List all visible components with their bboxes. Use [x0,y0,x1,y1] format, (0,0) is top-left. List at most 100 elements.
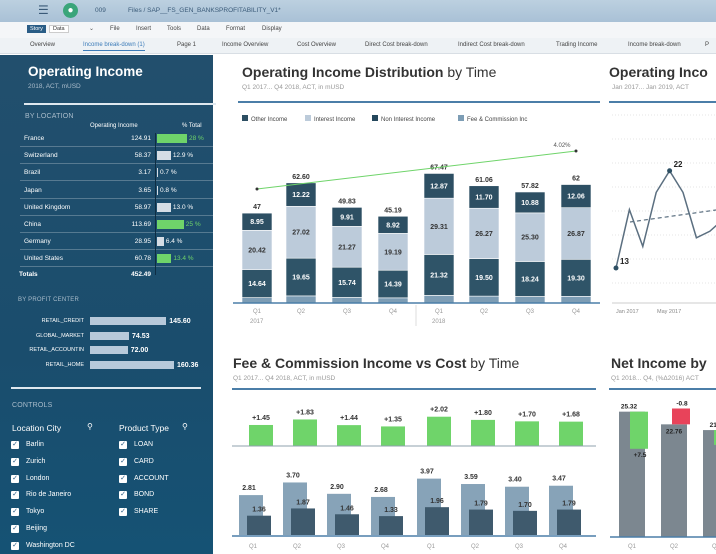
difference-bar [427,416,451,446]
breadcrumb[interactable]: Files / SAP__FS_GEN_BANKSPROFITABILITY_V… [128,7,281,14]
checkbox[interactable]: ✓ [11,541,19,550]
menu-format[interactable]: Format [226,26,246,32]
profit-center-bar [90,331,130,340]
cost-label: 1.79 [562,501,576,508]
difference-bar [515,421,539,446]
data-toggle[interactable]: Data [49,25,69,33]
tab-income-breakdown-1[interactable]: Income break-down (1) [83,42,145,51]
pct-label: 0.7 % [160,169,177,177]
segment-label: 14.39 [384,282,402,289]
segment-label: 15.74 [338,280,356,287]
search-icon[interactable]: ⚲ [182,422,188,431]
chart-subtitle: Q1 2018... Q4, (%Δ2016) ACT [611,375,699,382]
net-income-bar [661,424,687,537]
pct-bar [157,185,158,195]
income-label: 2.68 [374,487,388,494]
difference-bar [293,419,317,446]
segment-label: 27.02 [292,230,310,237]
segment-label: 29.31 [430,224,448,231]
checkbox[interactable]: ✓ [11,457,19,466]
checkbox[interactable]: ✓ [119,474,127,483]
bar-segment [560,296,592,304]
checkbox[interactable]: ✓ [119,491,127,500]
x-tick-label: Q2 [297,309,306,315]
bar-segment [468,295,500,304]
checkbox-label: CARD [134,457,154,465]
total-label: 47 [253,204,261,211]
delta-bar [714,430,716,445]
location-name: United States [24,255,64,263]
bar-segment [241,229,273,270]
chart-title: Operating Income Distribution by Time [242,64,497,80]
line-series [615,169,716,269]
location-value: 3.17 [138,169,151,177]
checkbox-label: Rio de Janeiro [26,491,72,499]
chart-subtitle: Jan 2017... Jan 2019, ACT [612,84,689,91]
checkbox-label: LOAN [134,441,154,448]
pct-bar [157,134,187,143]
legend-label: Non Interest Income [381,117,436,123]
difference-label: +1.83 [296,409,314,416]
checkbox[interactable]: ✓ [11,474,19,483]
checkbox[interactable]: ✓ [119,457,127,466]
income-label: 3.59 [464,474,478,481]
tab-direct-cost[interactable]: Direct Cost break-down [365,42,428,48]
section-label: BY LOCATION [25,113,74,120]
chart-title: Net Income by [611,355,707,371]
menu-tools[interactable]: Tools [167,26,182,32]
trend-label: 4.02% [553,143,571,149]
checkbox[interactable]: ✓ [119,508,127,517]
tab-income-overview[interactable]: Income Overview [222,42,269,48]
checkbox-label: Washington DC [26,541,75,549]
checkbox[interactable]: ✓ [11,491,19,500]
search-icon[interactable]: ⚲ [87,422,93,431]
tab-income-breakdown[interactable]: Income break-down [628,42,681,48]
tab-page-1[interactable]: Page 1 [177,42,197,48]
profit-center-bar [90,360,174,369]
menu-file[interactable]: File [110,26,120,32]
tab-trading-income[interactable]: Trading Income [556,42,598,48]
pct-label: 28 % [189,135,204,142]
story-toggle[interactable]: Story [27,25,46,33]
x-tick-label: Q1 [435,309,444,315]
segment-label: 21.32 [430,272,448,279]
bar-segment [423,173,455,199]
tab-indirect-cost[interactable]: Indirect Cost break-down [458,42,525,48]
user-avatar-icon[interactable]: ● [63,3,78,18]
profit-center-value: 72.00 [130,347,149,354]
menu-data[interactable]: Data [197,26,210,32]
difference-label: +1.44 [340,415,358,422]
bar-segment [514,191,546,214]
checkbox[interactable]: ✓ [11,525,19,533]
income-label: 3.47 [552,476,566,483]
profit-center-name: GLOBAL_MARKET [36,332,84,339]
checkbox-label: Barlin [26,441,44,448]
tab-cost-overview[interactable]: Cost Overview [297,42,337,48]
cost-label: 1.36 [252,507,266,514]
shell-bar: ☰ ● 009 Files / SAP__FS_GEN_BANKSPROFITA… [0,0,716,22]
menu-display[interactable]: Display [262,26,282,32]
tab-more[interactable]: P [705,42,710,48]
tab-overview[interactable]: Overview [30,42,56,48]
location-name: Switzerland [24,152,58,160]
pct-bar [157,168,158,178]
bar-segment [514,261,546,297]
checkbox[interactable]: ✓ [119,441,127,449]
hamburger-icon[interactable]: ☰ [38,3,49,17]
chevron-down-icon[interactable]: ⌄ [89,26,95,32]
bar-segment [331,207,363,227]
segment-label: 19.30 [567,275,585,282]
location-name: China [24,221,41,228]
pct-bar [157,237,164,247]
x-tick-label: Q3 [337,544,346,550]
segment-label: 8.92 [386,222,400,229]
bar-segment [377,233,409,271]
checkbox[interactable]: ✓ [11,508,19,517]
menu-insert[interactable]: Insert [136,26,152,32]
row-divider [20,232,215,233]
checkbox[interactable]: ✓ [11,441,19,449]
segment-label: 19.50 [475,275,493,282]
x-tick-label: Q4 [559,544,568,550]
trend-line [629,209,716,223]
row-divider [20,249,215,251]
